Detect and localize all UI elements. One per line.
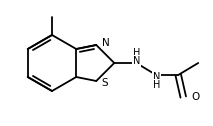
- Text: H: H: [132, 48, 140, 58]
- Text: S: S: [102, 78, 108, 88]
- Text: H: H: [153, 80, 160, 90]
- Text: O: O: [191, 92, 200, 102]
- Text: N: N: [102, 38, 109, 48]
- Text: N: N: [132, 56, 140, 66]
- Text: N: N: [153, 72, 160, 82]
